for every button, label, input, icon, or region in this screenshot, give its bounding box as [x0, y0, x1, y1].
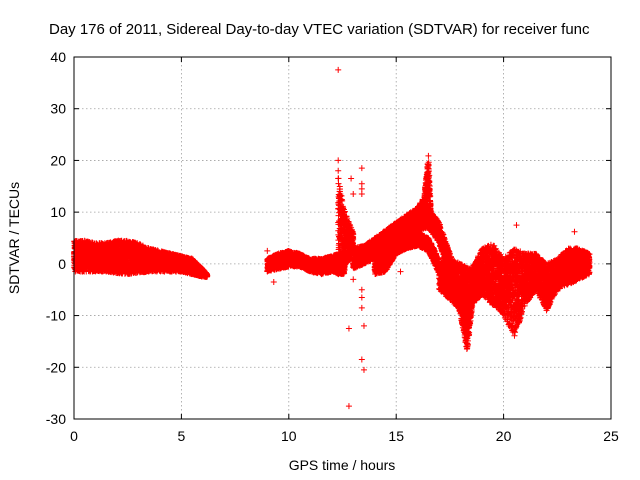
data-points	[71, 66, 593, 410]
